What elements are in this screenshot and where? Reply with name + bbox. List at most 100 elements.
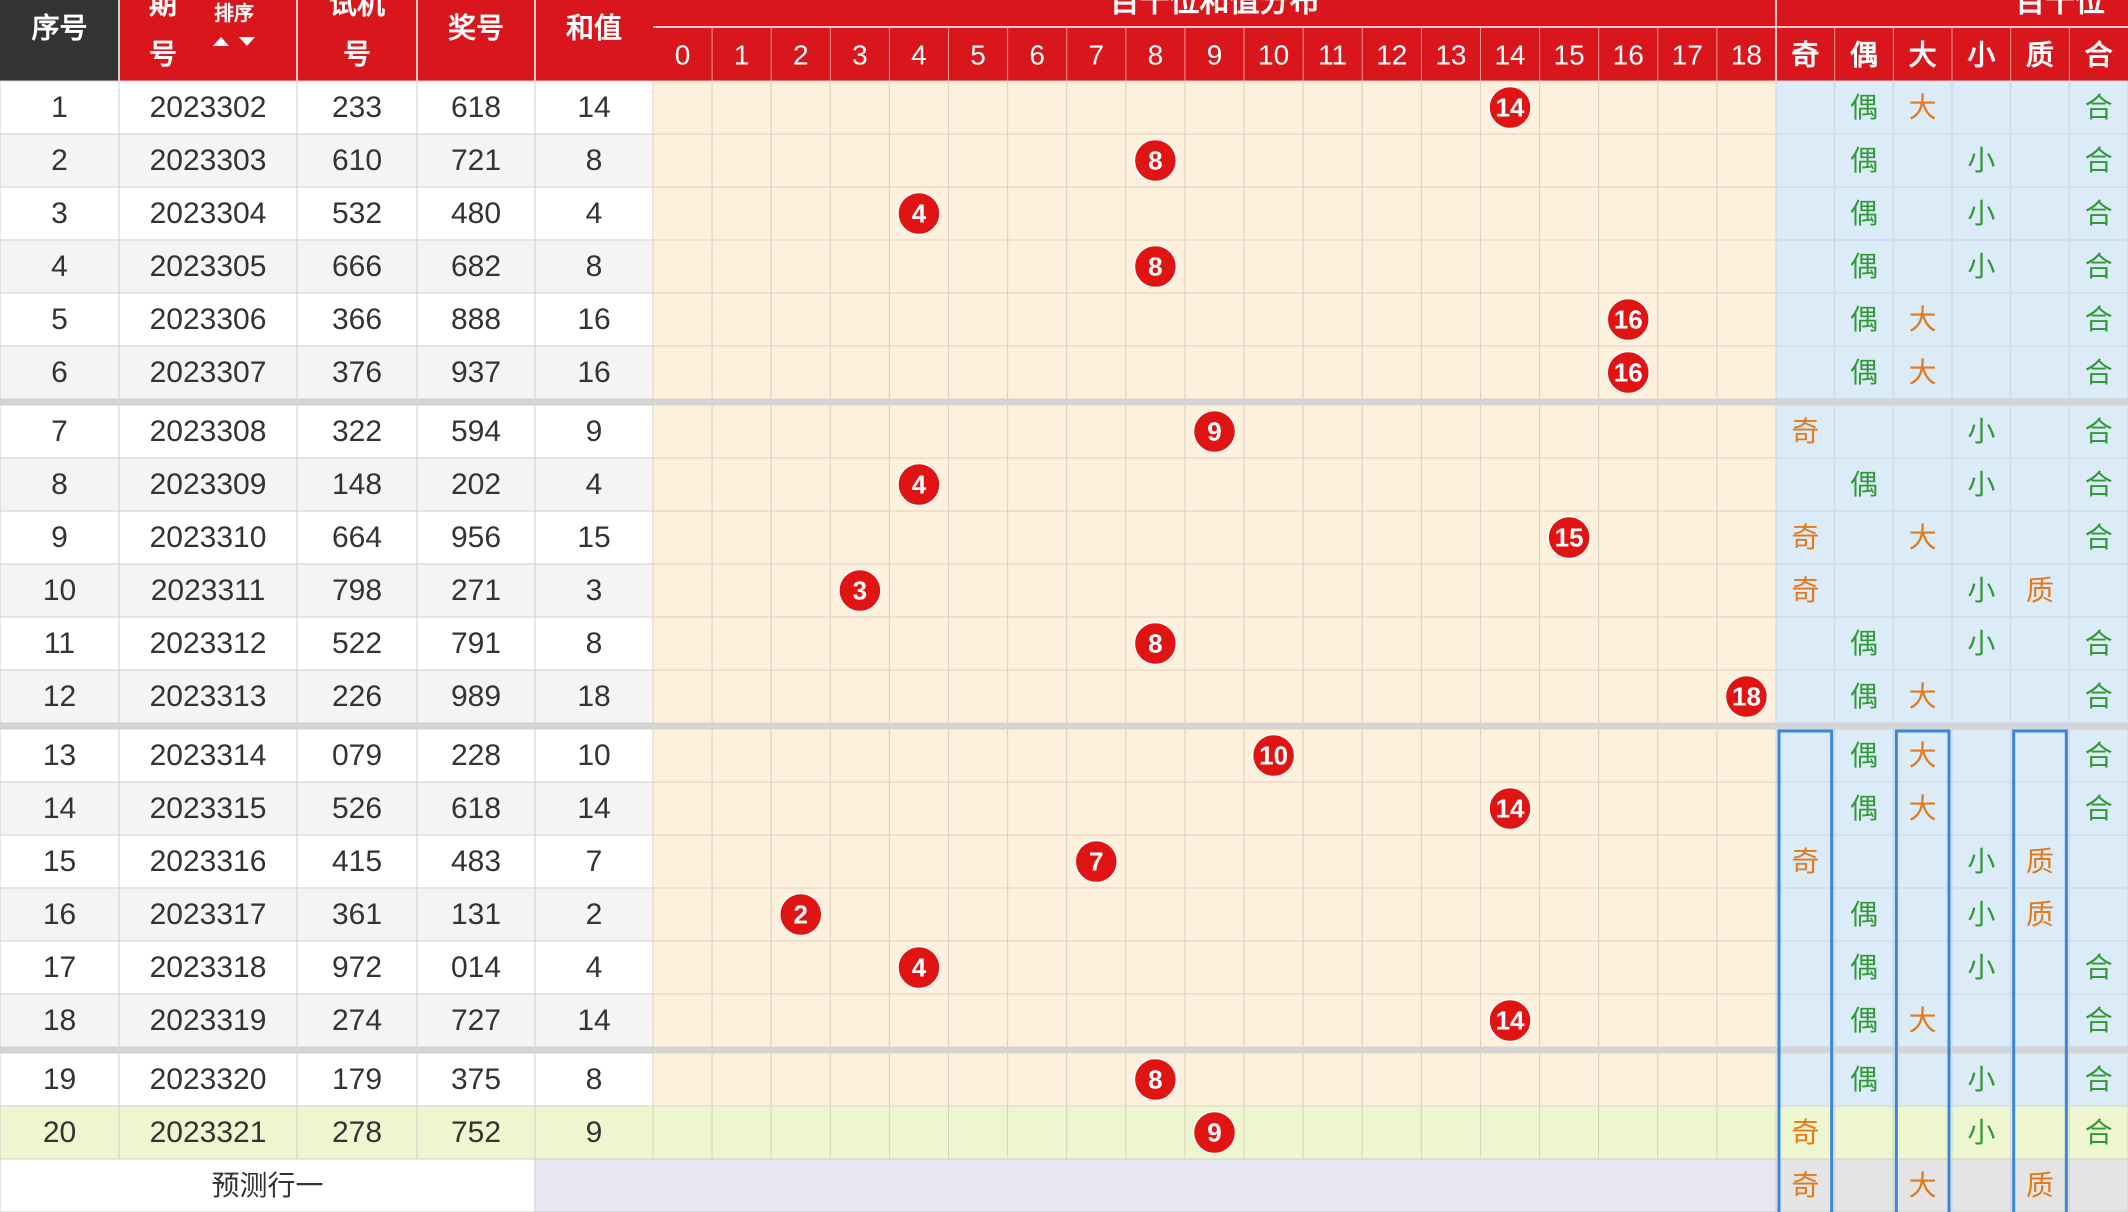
cell <box>652 457 713 512</box>
cell-text: 2023320 <box>150 1063 267 1096</box>
cell-text: 2 <box>51 144 68 177</box>
cell <box>2068 1052 2128 1107</box>
cell <box>0 1052 120 1107</box>
cell <box>1892 781 1953 836</box>
sort-icon[interactable] <box>213 37 255 46</box>
cell <box>118 186 298 241</box>
cell-text: 8 <box>586 144 603 177</box>
cell <box>1775 781 1836 836</box>
header-label: 和值 <box>566 13 622 44</box>
cell <box>1243 510 1304 565</box>
attr-mark: 质 <box>2026 575 2054 606</box>
cell <box>1066 292 1127 347</box>
sum-header: 14 <box>1494 40 1525 71</box>
cell <box>1361 345 1422 400</box>
cell <box>1243 292 1304 347</box>
cell-text: 682 <box>451 250 501 283</box>
cell <box>1420 834 1481 889</box>
sum-ball-label: 8 <box>1148 629 1162 659</box>
cell <box>2068 616 2128 671</box>
cell <box>1184 133 1245 188</box>
cell-text: 666 <box>332 250 382 283</box>
attr-mark: 偶 <box>1850 899 1878 930</box>
cell <box>1007 457 1068 512</box>
cell <box>1243 186 1304 241</box>
cell <box>296 940 418 995</box>
cell <box>2068 133 2128 188</box>
cell <box>2010 993 2070 1048</box>
cell-text: 4 <box>586 197 603 230</box>
cell <box>1361 781 1422 836</box>
cell <box>1657 80 1718 135</box>
cell <box>652 80 713 135</box>
cell <box>1716 239 1777 294</box>
cell <box>1302 457 1363 512</box>
attr-mark: 小 <box>1967 899 1995 930</box>
cell <box>1539 563 1600 618</box>
cell <box>534 728 654 783</box>
cell <box>711 404 772 459</box>
cell-text: 9 <box>586 415 603 448</box>
cell <box>829 133 890 188</box>
attr-mark: 合 <box>2085 469 2113 500</box>
cell <box>1657 728 1718 783</box>
cell <box>1598 669 1659 724</box>
cell <box>1125 292 1186 347</box>
cell-text: 228 <box>451 739 501 772</box>
sum-header: 15 <box>1554 40 1585 71</box>
sum-ball <box>1133 1057 1178 1102</box>
cell <box>1361 728 1422 783</box>
cell <box>1007 728 1068 783</box>
cell-text: 4 <box>586 951 603 984</box>
cell <box>296 133 418 188</box>
cell <box>534 563 654 618</box>
cell-text: 2023317 <box>150 898 267 931</box>
cell <box>534 404 654 459</box>
cell <box>2068 940 2128 995</box>
cell-text: 13 <box>43 739 76 772</box>
cell <box>0 292 120 347</box>
cell-text: 18 <box>577 680 610 713</box>
cell <box>1951 510 2012 565</box>
cell <box>1066 728 1127 783</box>
cell <box>1007 292 1068 347</box>
cell <box>652 887 713 942</box>
cell-text: 376 <box>332 356 382 389</box>
cell <box>1302 239 1363 294</box>
cell <box>711 616 772 671</box>
cell <box>2068 239 2128 294</box>
sum-ball-label: 10 <box>1259 741 1288 771</box>
attr-header: 奇 <box>1791 40 1819 71</box>
cell-text: 937 <box>451 356 501 389</box>
cell <box>1716 834 1777 889</box>
cell <box>711 728 772 783</box>
attr-mark: 合 <box>2085 416 2113 447</box>
cell <box>1775 834 1836 889</box>
cell <box>118 1052 298 1107</box>
attr-mark: 奇 <box>1791 575 1819 606</box>
cell <box>1302 781 1363 836</box>
sum-header: 8 <box>1148 40 1164 71</box>
cell-text: 2023305 <box>150 250 267 283</box>
attr-mark: 质 <box>2026 899 2054 930</box>
cell <box>2010 781 2070 836</box>
sum-ball <box>1074 839 1119 884</box>
cell <box>1775 616 1836 671</box>
cell-text: 366 <box>332 303 382 336</box>
cell-text: 2023318 <box>150 951 267 984</box>
cell <box>1951 993 2012 1048</box>
cell <box>1716 940 1777 995</box>
cell <box>1716 510 1777 565</box>
cell <box>2010 1105 2070 1160</box>
cell <box>1598 1052 1659 1107</box>
cell <box>1775 1052 1836 1107</box>
header-first <box>0 0 119 81</box>
cell <box>888 1105 950 1160</box>
cell <box>1657 186 1718 241</box>
cell <box>1598 728 1659 783</box>
attr-mark: 合 <box>2085 793 2113 824</box>
cell <box>1834 510 1894 565</box>
cell-text: 17 <box>43 951 76 984</box>
cell-text: 2023307 <box>150 356 267 389</box>
cell <box>1598 834 1659 889</box>
